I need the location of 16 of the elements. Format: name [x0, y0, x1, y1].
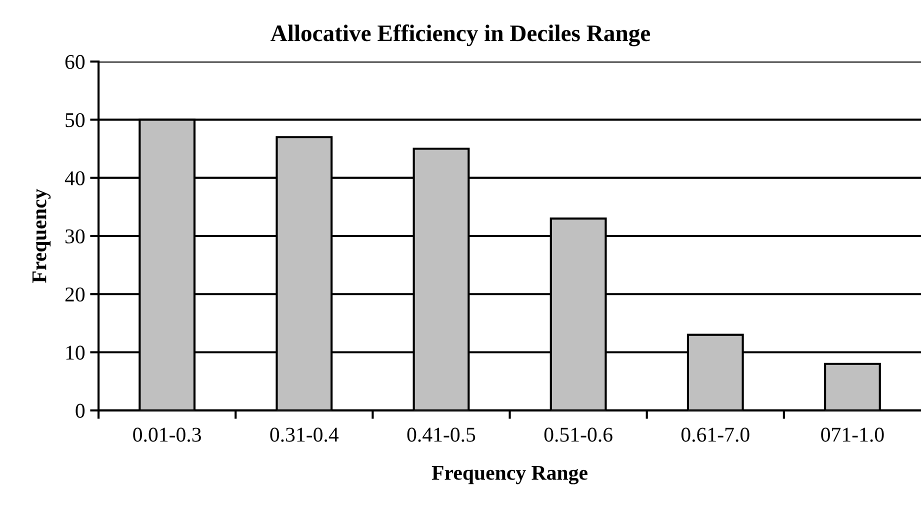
x-tick-label: 0.01-0.3	[133, 428, 201, 442]
y-tick-label: 10	[66, 346, 85, 360]
x-tick-label: 0.51-0.6	[544, 428, 612, 442]
x-tick-label: 071-1.0	[821, 428, 884, 442]
x-axis-title: Frequency Range	[432, 466, 588, 484]
y-tick-label: 60	[65, 54, 85, 69]
y-tick-label: 50	[66, 113, 85, 128]
x-tick-label: 0.41-0.5	[407, 428, 476, 442]
y-tick-label: 0	[76, 404, 85, 418]
y-tick-label: 20	[65, 287, 85, 302]
y-tick-label: 40	[64, 171, 85, 186]
chart-title: Allocative Efficiency in Deciles Range	[270, 24, 650, 46]
y-tick-label: 30	[66, 229, 85, 244]
x-tick-label: 0.31-0.4	[270, 428, 339, 442]
x-tick-label: 0.61-7.0	[681, 428, 750, 442]
y-axis-title: Frequency	[32, 188, 51, 283]
